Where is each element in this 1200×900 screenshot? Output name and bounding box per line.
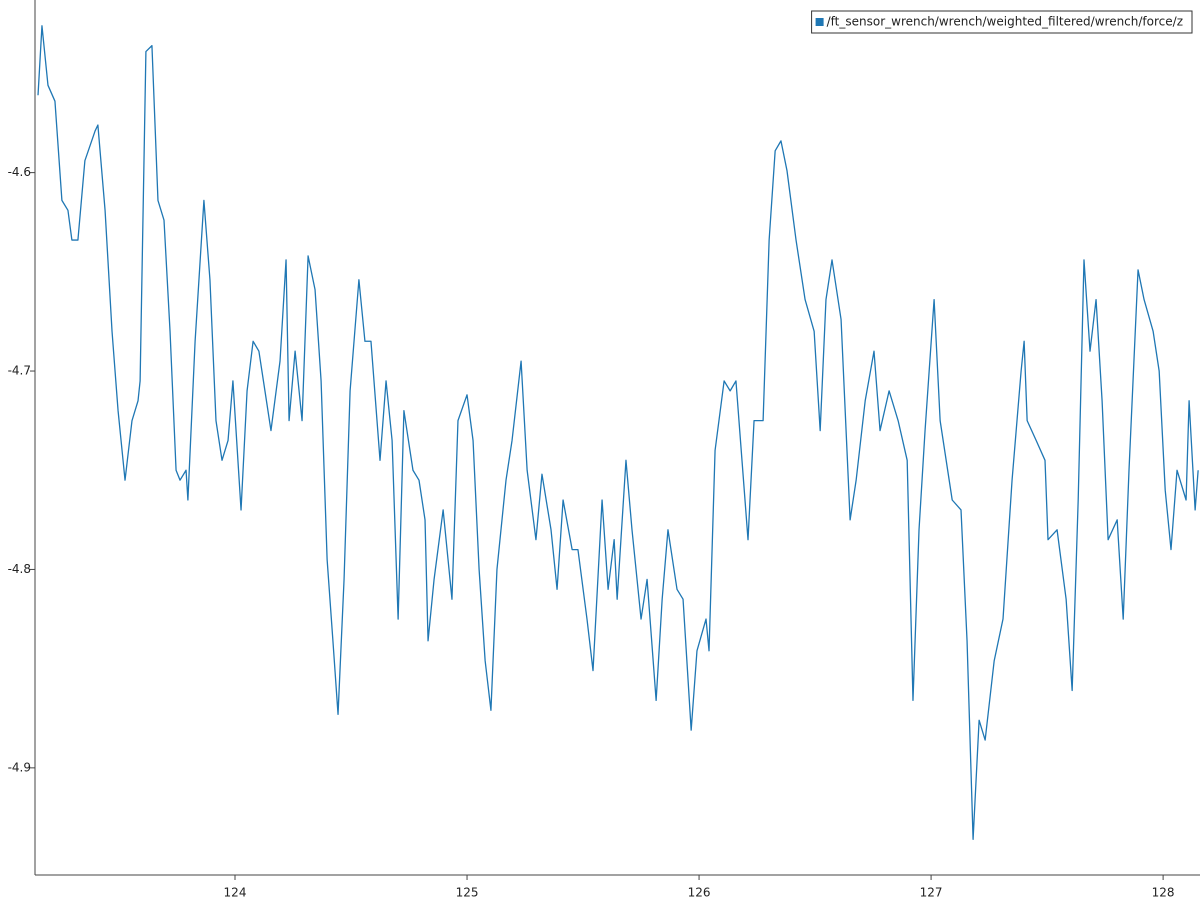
legend-swatch xyxy=(815,18,824,26)
y-tick-label: -4.8 xyxy=(8,562,31,576)
x-tick-label: 124 xyxy=(224,886,247,900)
legend-box xyxy=(811,10,1193,34)
data-line xyxy=(37,25,1199,840)
plot xyxy=(37,25,1199,840)
y-tick-label: -4.6 xyxy=(8,165,31,179)
y-tick-label: -4.9 xyxy=(8,760,31,774)
x-tick-label: 125 xyxy=(456,886,479,900)
y-tick-label: -4.7 xyxy=(8,364,31,378)
x-tick-label: 128 xyxy=(1152,886,1175,900)
legend-label[interactable]: /ft_sensor_wrench/wrench/weighted_filter… xyxy=(827,15,1183,29)
x-tick-label: 127 xyxy=(920,886,943,900)
legend[interactable]: /ft_sensor_wrench/wrench/weighted_filter… xyxy=(811,10,1193,34)
x-tick-label: 126 xyxy=(688,886,711,900)
